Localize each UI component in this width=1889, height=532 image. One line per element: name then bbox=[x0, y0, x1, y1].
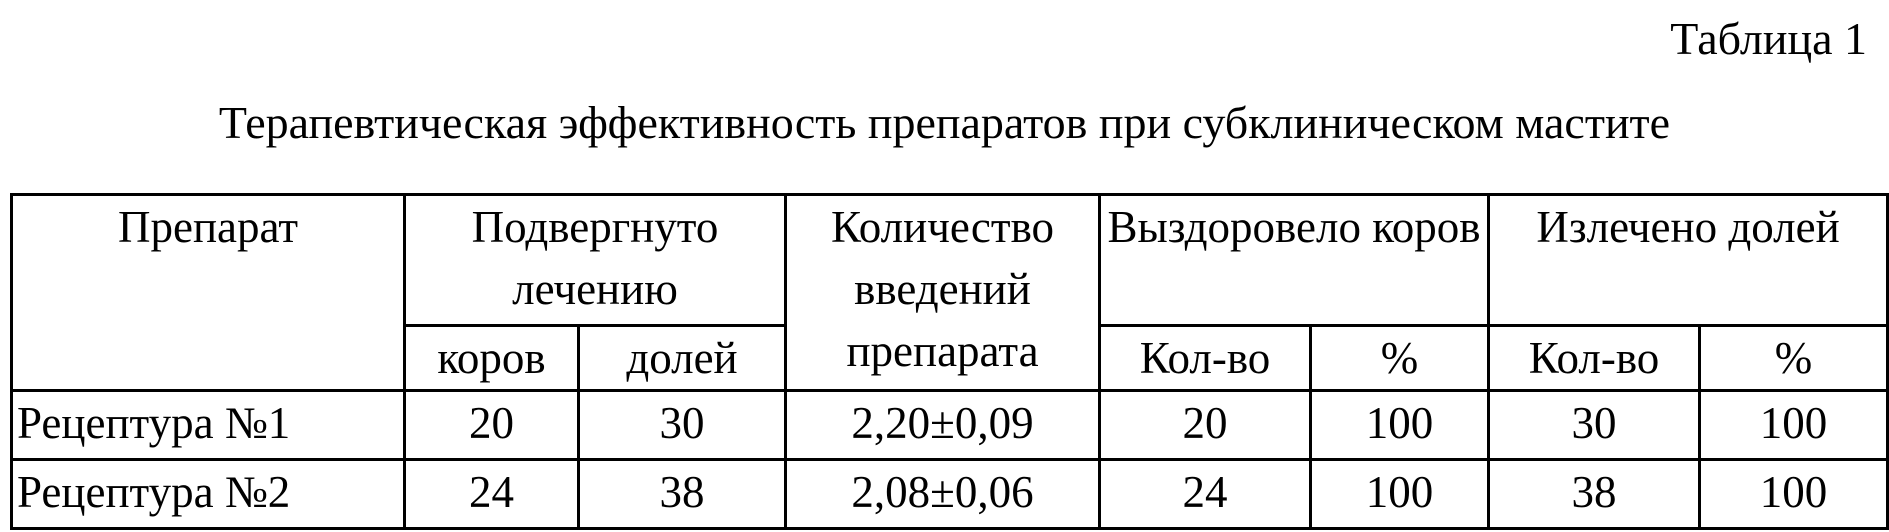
subheader-recovered-percent: % bbox=[1311, 326, 1489, 391]
cell: 100 bbox=[1311, 460, 1489, 529]
subheader-lobes: долей bbox=[579, 326, 786, 391]
subheader-cured-count: Кол-во bbox=[1489, 326, 1700, 391]
header-injections: Количество введений препарата bbox=[786, 195, 1100, 391]
cell: 20 bbox=[405, 391, 579, 460]
cell: 2,20±0,09 bbox=[786, 391, 1100, 460]
data-table: Препарат Подвергнуто лечению Количество … bbox=[10, 193, 1889, 530]
cell: Рецептура №2 bbox=[12, 460, 405, 529]
cell: 100 bbox=[1700, 391, 1888, 460]
table-title: Терапевтическая эффективность препаратов… bbox=[0, 96, 1889, 149]
cell: 2,08±0,06 bbox=[786, 460, 1100, 529]
subheader-recovered-count: Кол-во bbox=[1100, 326, 1311, 391]
cell: 100 bbox=[1311, 391, 1489, 460]
header-preparation: Препарат bbox=[12, 195, 405, 391]
cell: 24 bbox=[405, 460, 579, 529]
cell: 100 bbox=[1700, 460, 1888, 529]
header-row: Препарат Подвергнуто лечению Количество … bbox=[12, 195, 1888, 326]
subheader-cured-percent: % bbox=[1700, 326, 1888, 391]
cell: 20 bbox=[1100, 391, 1311, 460]
subheader-cows: коров bbox=[405, 326, 579, 391]
table-row: Рецептура №2 24 38 2,08±0,06 24 100 38 1… bbox=[12, 460, 1888, 529]
cell: 38 bbox=[579, 460, 786, 529]
cell: 38 bbox=[1489, 460, 1700, 529]
cell: 30 bbox=[1489, 391, 1700, 460]
cell: Рецептура №1 bbox=[12, 391, 405, 460]
cell: 24 bbox=[1100, 460, 1311, 529]
header-treated: Подвергнуто лечению bbox=[405, 195, 786, 326]
table-caption: Таблица 1 bbox=[1670, 12, 1867, 65]
cell: 30 bbox=[579, 391, 786, 460]
header-cured: Излечено долей bbox=[1489, 195, 1888, 326]
table-row: Рецептура №1 20 30 2,20±0,09 20 100 30 1… bbox=[12, 391, 1888, 460]
header-recovered: Выздоровело коров bbox=[1100, 195, 1489, 326]
